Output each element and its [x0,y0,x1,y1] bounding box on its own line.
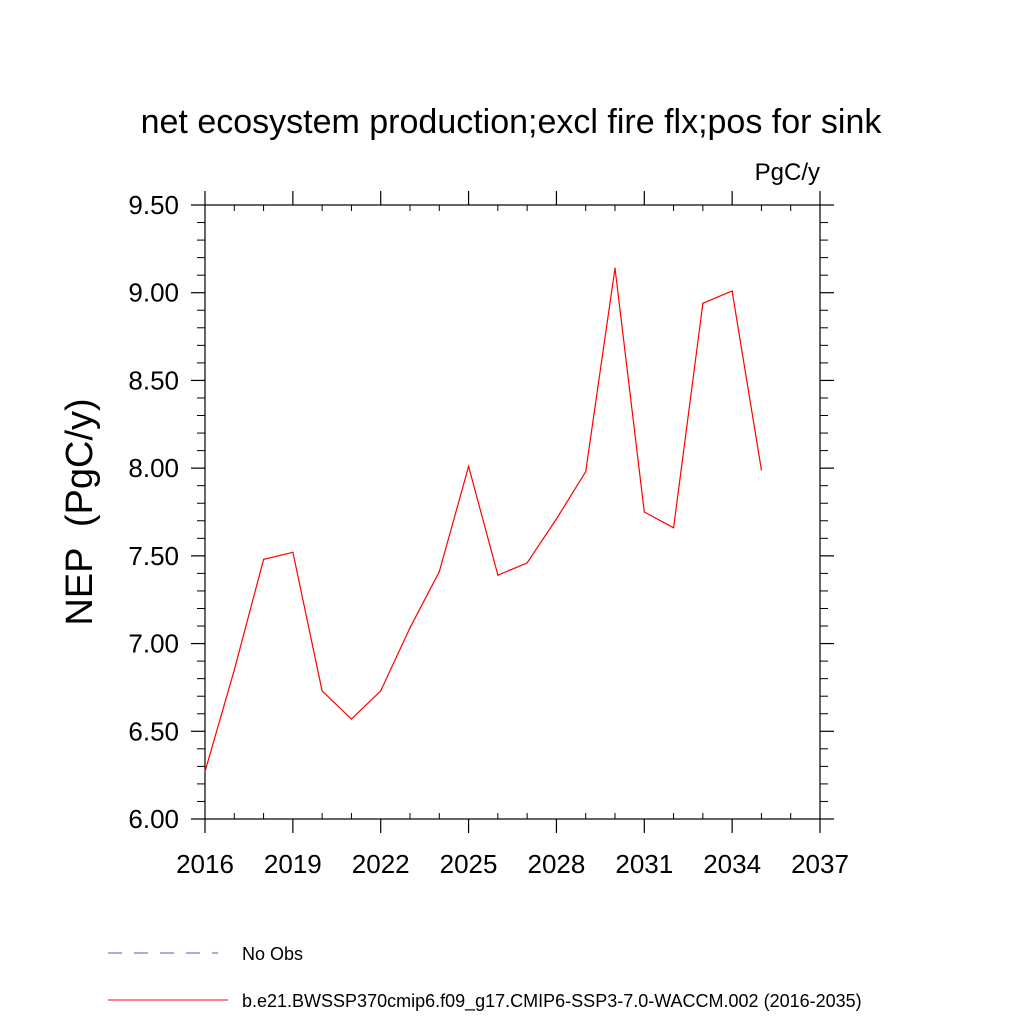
data-point [233,669,235,671]
x-tick-label: 2022 [352,849,410,879]
x-tick-label: 2019 [264,849,322,879]
data-point [702,302,704,304]
x-tick-label: 2025 [440,849,498,879]
y-tick-label: 9.00 [128,278,179,308]
x-tick-label: 2031 [615,849,673,879]
y-tick-label: 7.50 [128,541,179,571]
y-tick-label: 8.00 [128,453,179,483]
data-point [585,471,587,473]
x-tick-label: 2034 [703,849,761,879]
data-point [321,690,323,692]
data-point [262,558,265,560]
y-tick-label: 7.00 [128,629,179,659]
data-point [467,465,470,467]
data-point [204,771,206,773]
data-point [409,627,411,629]
series-line [204,268,762,772]
data-point [292,551,294,553]
y-tick-label: 6.50 [128,716,179,746]
y-axis-label: NEP (PgC/y) [59,398,101,625]
chart-title: net ecosystem production;excl fire flx;p… [141,103,883,141]
x-tick-label: 2016 [176,849,234,879]
data-point [497,574,499,576]
data-point [350,718,353,720]
data-point [731,290,733,292]
data-point [643,511,645,513]
data-point [760,469,763,471]
y-tick-label: 8.50 [128,365,179,395]
data-point [672,527,675,529]
legend: No Obs b.e21.BWSSP370cmip6.f09_g17.CMIP6-… [108,944,862,1012]
data-point [438,571,440,573]
plot-frame [204,204,821,820]
data-point [614,267,616,269]
series-layer [204,267,763,773]
data-point [555,518,558,520]
y-tick-label: 9.50 [128,190,179,220]
x-tick-label: 2028 [528,849,586,879]
data-point [526,562,528,564]
x-tick-label: 2037 [791,849,849,879]
data-point [380,690,382,692]
units-label: PgC/y [755,159,820,186]
axis-ticks: 2016 2019 2022 2025 2028 2031 2034 2037 6.00 6.50… [128,190,849,879]
y-tick-label: 6.00 [128,804,179,834]
legend-label: b.e21.BWSSP370cmip6.f09_g17.CMIP6-SSP3-7… [242,991,862,1012]
legend-label: No Obs [242,944,303,964]
